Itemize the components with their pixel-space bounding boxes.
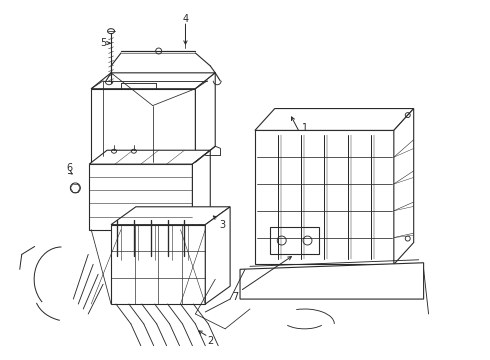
Text: 4: 4 bbox=[182, 14, 189, 24]
Polygon shape bbox=[205, 207, 230, 304]
Polygon shape bbox=[196, 73, 215, 162]
Polygon shape bbox=[270, 227, 319, 255]
Text: 7: 7 bbox=[232, 292, 238, 302]
Polygon shape bbox=[91, 89, 196, 162]
Polygon shape bbox=[240, 263, 424, 299]
Polygon shape bbox=[91, 73, 215, 89]
Polygon shape bbox=[193, 150, 210, 230]
Text: 6: 6 bbox=[66, 163, 73, 173]
Polygon shape bbox=[89, 150, 210, 164]
Text: 3: 3 bbox=[219, 220, 225, 230]
Text: 1: 1 bbox=[301, 123, 308, 134]
Polygon shape bbox=[89, 164, 193, 230]
Polygon shape bbox=[394, 109, 414, 264]
Polygon shape bbox=[111, 225, 205, 304]
Polygon shape bbox=[255, 130, 394, 264]
Text: 2: 2 bbox=[207, 336, 214, 346]
Polygon shape bbox=[111, 207, 230, 225]
Polygon shape bbox=[255, 109, 414, 130]
Text: 5: 5 bbox=[100, 38, 106, 48]
